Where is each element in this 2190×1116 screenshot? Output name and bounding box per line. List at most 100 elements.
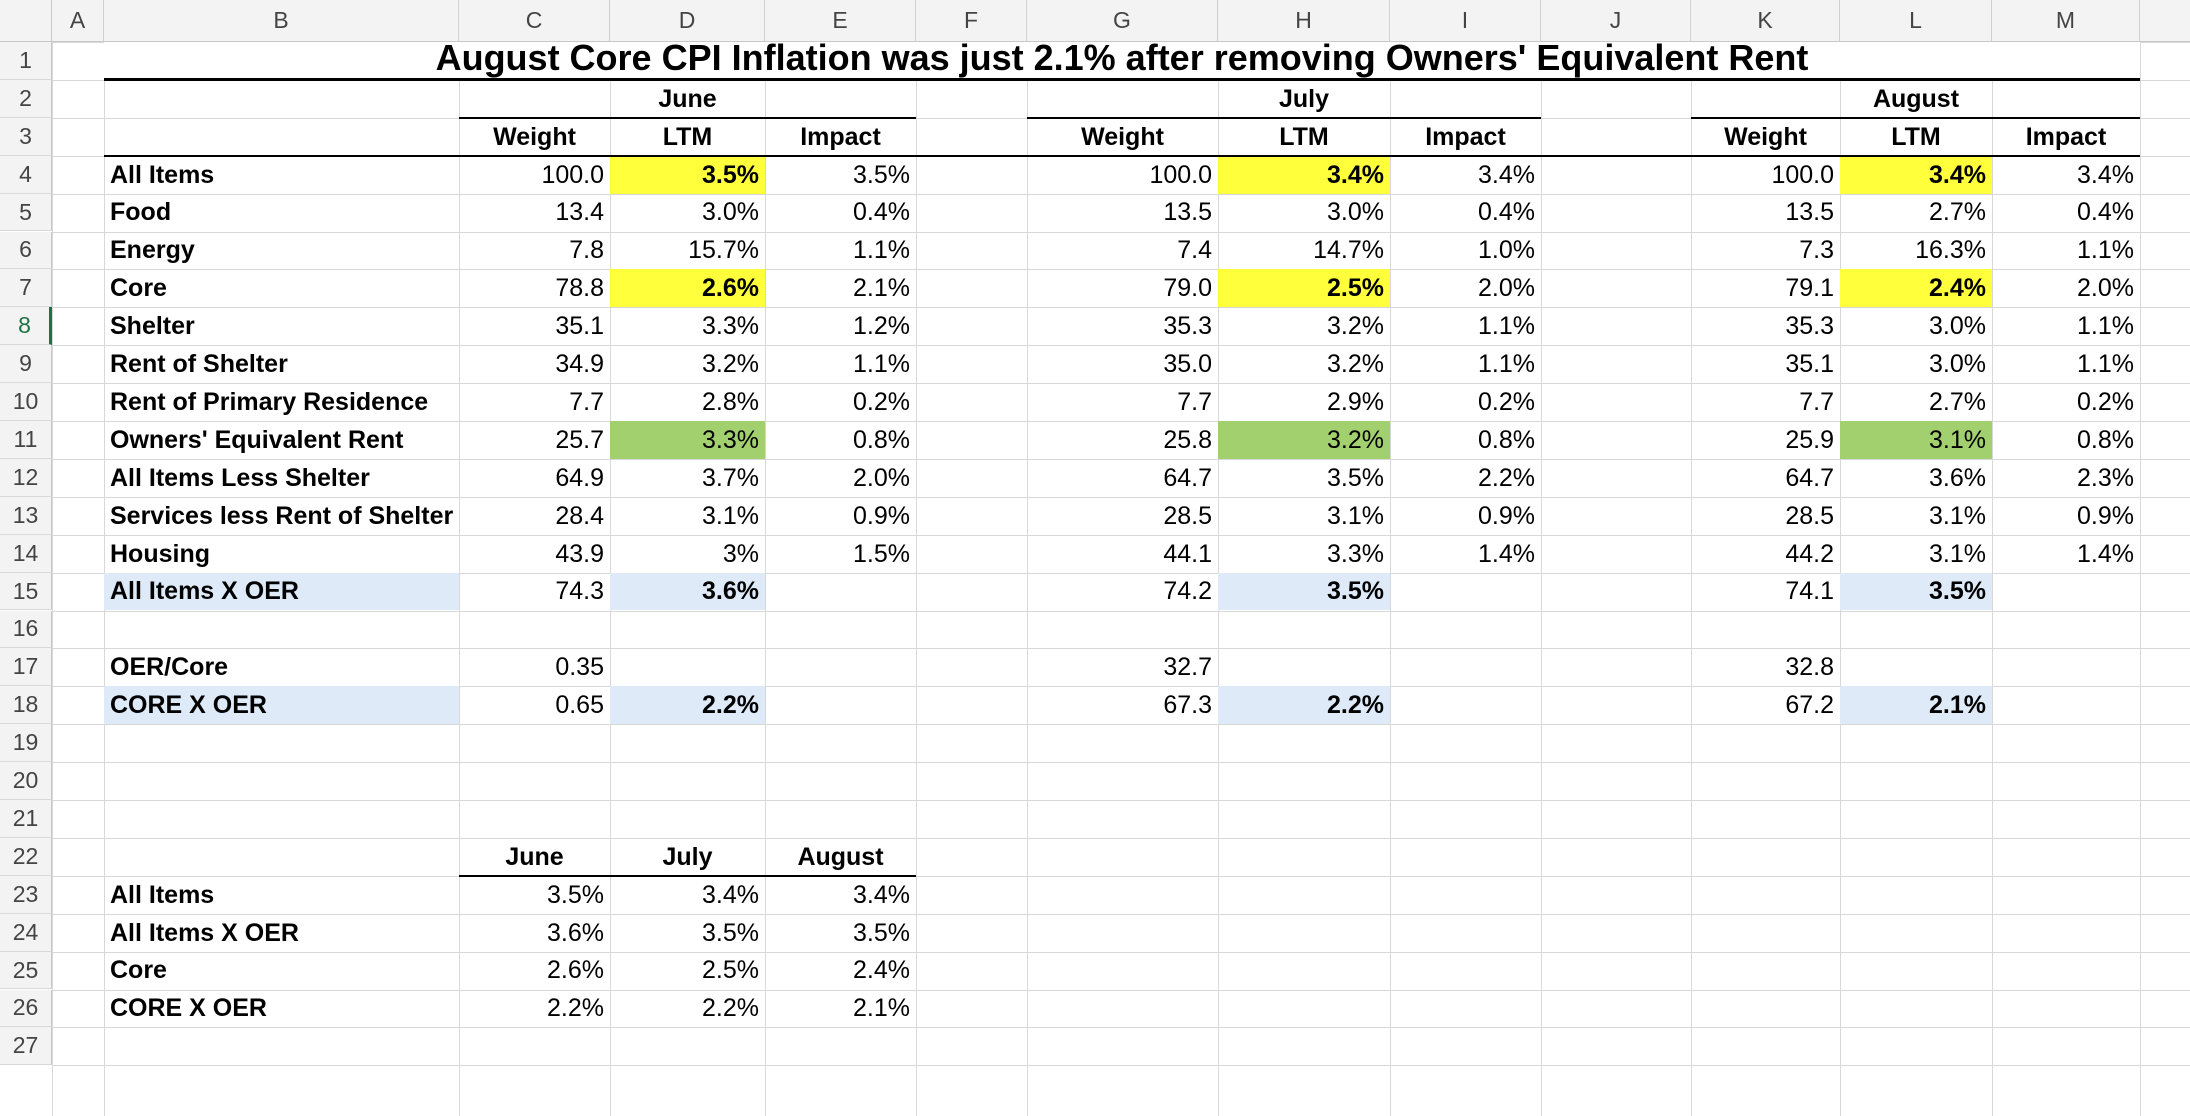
value-cell[interactable]: 0.8% (2077, 425, 2134, 454)
summary-header[interactable]: August (797, 842, 884, 871)
row-label[interactable]: CORE X OER (104, 686, 459, 725)
value-cell[interactable]: 35.0 (1163, 350, 1212, 379)
summary-header[interactable]: June (505, 842, 564, 871)
summary-value[interactable]: 3.5% (702, 918, 759, 947)
value-cell[interactable]: 1.1% (1478, 312, 1535, 341)
column-header-j[interactable]: J (1541, 0, 1691, 42)
subheader-weight[interactable]: Weight (493, 122, 576, 151)
row-header-21[interactable]: 21 (0, 800, 52, 838)
row-label[interactable]: Energy (110, 236, 195, 265)
value-cell[interactable]: 2.4% (1840, 269, 1992, 308)
subheader-impact[interactable]: Impact (2025, 122, 2107, 151)
value-cell[interactable]: 2.9% (1327, 387, 1384, 416)
value-cell[interactable]: 32.7 (1163, 653, 1212, 682)
summary-value[interactable]: 3.4% (702, 880, 759, 909)
row-label[interactable]: Services less Rent of Shelter (110, 501, 454, 530)
row-header-8[interactable]: 8 (0, 307, 52, 346)
summary-row-label[interactable]: Core (110, 956, 167, 985)
value-cell[interactable]: 3.0% (1327, 198, 1384, 227)
summary-value[interactable]: 2.5% (702, 956, 759, 985)
summary-value[interactable]: 3.4% (853, 880, 910, 909)
subheader-weight[interactable]: Weight (1081, 122, 1164, 151)
row-header-19[interactable]: 19 (0, 724, 52, 763)
value-cell[interactable]: 13.5 (1785, 198, 1834, 227)
value-cell[interactable]: 74.2 (1163, 577, 1212, 606)
value-cell[interactable]: 64.7 (1785, 463, 1834, 492)
value-cell[interactable]: 13.4 (555, 198, 604, 227)
value-cell[interactable]: 7.3 (1799, 236, 1834, 265)
value-cell[interactable]: 1.1% (853, 236, 910, 265)
value-cell[interactable]: 1.1% (853, 350, 910, 379)
row-label[interactable]: Owners' Equivalent Rent (110, 425, 404, 454)
value-cell[interactable]: 0.4% (2077, 198, 2134, 227)
value-cell[interactable]: 25.7 (555, 425, 604, 454)
row-label[interactable]: Rent of Primary Residence (110, 387, 429, 416)
subheader-ltm[interactable]: LTM (662, 122, 713, 151)
row-header-12[interactable]: 12 (0, 458, 52, 497)
value-cell[interactable]: 43.9 (555, 539, 604, 568)
value-cell[interactable]: 14.7% (1313, 236, 1384, 265)
row-header-6[interactable]: 6 (0, 231, 52, 270)
row-header-4[interactable]: 4 (0, 155, 52, 194)
value-cell[interactable]: 32.8 (1785, 653, 1834, 682)
value-cell[interactable]: 1.1% (1478, 350, 1535, 379)
value-cell[interactable]: 0.8% (853, 425, 910, 454)
row-header-9[interactable]: 9 (0, 345, 52, 384)
value-cell[interactable]: 2.2% (610, 686, 765, 725)
row-header-17[interactable]: 17 (0, 648, 52, 687)
value-cell[interactable]: 1.1% (2077, 236, 2134, 265)
value-cell[interactable]: 3.4% (1478, 160, 1535, 189)
value-cell[interactable]: 7.7 (1177, 387, 1212, 416)
value-cell[interactable]: 7.4 (1177, 236, 1212, 265)
subheader-weight[interactable]: Weight (1724, 122, 1807, 151)
row-label[interactable]: Food (110, 198, 172, 227)
value-cell[interactable]: 3.4% (2077, 160, 2134, 189)
value-cell[interactable]: 3.0% (702, 198, 759, 227)
value-cell[interactable]: 2.1% (1840, 686, 1992, 725)
value-cell[interactable]: 0.4% (1478, 198, 1535, 227)
summary-value[interactable]: 3.5% (853, 918, 910, 947)
value-cell[interactable]: 3% (722, 539, 759, 568)
value-cell[interactable]: 74.3 (555, 577, 604, 606)
value-cell[interactable]: 3.1% (1840, 421, 1992, 459)
value-cell[interactable]: 35.3 (1785, 312, 1834, 341)
summary-value[interactable]: 2.2% (547, 994, 604, 1023)
row-header-10[interactable]: 10 (0, 383, 52, 421)
value-cell[interactable]: 100.0 (1771, 160, 1834, 189)
row-header-24[interactable]: 24 (0, 913, 52, 952)
summary-value[interactable]: 3.6% (547, 918, 604, 947)
column-header-e[interactable]: E (765, 0, 916, 42)
value-cell[interactable]: 25.9 (1785, 425, 1834, 454)
row-header-5[interactable]: 5 (0, 193, 52, 232)
value-cell[interactable]: 2.1% (853, 274, 910, 303)
row-header-18[interactable]: 18 (0, 686, 52, 725)
value-cell[interactable]: 67.3 (1163, 691, 1212, 720)
row-header-1[interactable]: 1 (0, 42, 52, 80)
row-header-2[interactable]: 2 (0, 79, 52, 118)
value-cell[interactable]: 3.2% (1218, 421, 1390, 459)
row-header-25[interactable]: 25 (0, 951, 52, 990)
column-header-d[interactable]: D (610, 0, 765, 42)
summary-value[interactable]: 2.1% (853, 994, 910, 1023)
row-header-27[interactable]: 27 (0, 1027, 52, 1066)
value-cell[interactable]: 3.6% (1929, 463, 1986, 492)
column-header-g[interactable]: G (1027, 0, 1218, 42)
value-cell[interactable]: 0.9% (853, 501, 910, 530)
value-cell[interactable]: 2.7% (1929, 387, 1986, 416)
value-cell[interactable]: 7.7 (1799, 387, 1834, 416)
value-cell[interactable]: 3.7% (702, 463, 759, 492)
value-cell[interactable]: 2.8% (702, 387, 759, 416)
column-header-i[interactable]: I (1390, 0, 1541, 42)
row-label[interactable]: Shelter (110, 312, 195, 341)
value-cell[interactable]: 0.2% (2077, 387, 2134, 416)
value-cell[interactable]: 3.0% (1929, 350, 1986, 379)
value-cell[interactable]: 79.1 (1785, 274, 1834, 303)
value-cell[interactable]: 1.1% (2077, 312, 2134, 341)
row-label[interactable]: All Items (110, 160, 215, 189)
summary-value[interactable]: 3.5% (547, 880, 604, 909)
value-cell[interactable]: 3.6% (610, 572, 765, 611)
select-all-corner[interactable] (0, 0, 52, 42)
value-cell[interactable]: 34.9 (555, 350, 604, 379)
value-cell[interactable] (765, 573, 916, 611)
